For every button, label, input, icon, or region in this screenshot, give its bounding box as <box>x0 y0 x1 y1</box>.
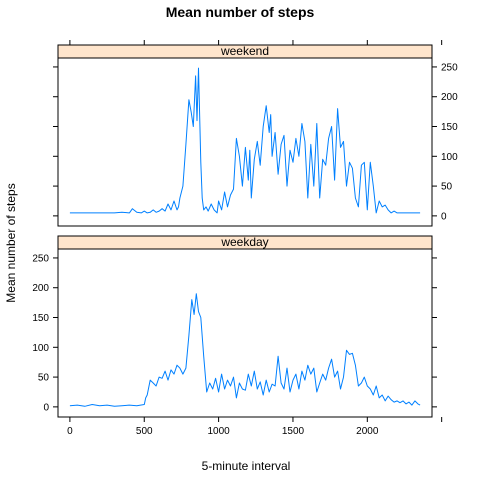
y-axis-label: Mean number of steps <box>4 183 18 302</box>
x-tick-label: 0 <box>67 426 73 437</box>
y-tick-label: 50 <box>38 373 50 384</box>
x-tick-label: 2000 <box>356 426 379 437</box>
series-line-weekday <box>69 293 421 407</box>
panel-frame-weekend <box>57 57 433 227</box>
panels: weekend 0 50 100 150 200 250 weekday 0 50 100 150 20… <box>32 40 458 437</box>
strip-label-weekend: weekend <box>220 44 269 58</box>
y-tick-label: 200 <box>32 283 49 294</box>
panel-weekend: weekend 0 50 100 150 200 250 <box>53 40 458 227</box>
x-axis-label: 5-minute interval <box>202 459 291 473</box>
y-tick-label: 50 <box>441 182 453 193</box>
y-tick-label: 250 <box>441 62 458 73</box>
y-tick-label: 0 <box>441 211 447 222</box>
panel-frame-weekday <box>57 248 433 418</box>
panel-weekday: weekday 0 50 100 150 200 250 0 500 1000 1500 2000 <box>32 235 443 437</box>
strip-label-weekday: weekday <box>220 235 268 249</box>
y-tick-label: 100 <box>441 152 458 163</box>
series-line-weekend <box>69 67 421 214</box>
y-tick-label: 250 <box>32 253 49 264</box>
y-tick-label: 100 <box>32 343 49 354</box>
y-tick-label: 200 <box>441 92 458 103</box>
x-tick-label: 500 <box>136 426 153 437</box>
y-tick-label: 0 <box>43 402 49 413</box>
y-tick-label: 150 <box>32 313 49 324</box>
x-tick-label: 1500 <box>282 426 305 437</box>
y-tick-label: 150 <box>441 122 458 133</box>
x-tick-label: 1000 <box>207 426 230 437</box>
chart-title: Mean number of steps <box>166 4 315 20</box>
